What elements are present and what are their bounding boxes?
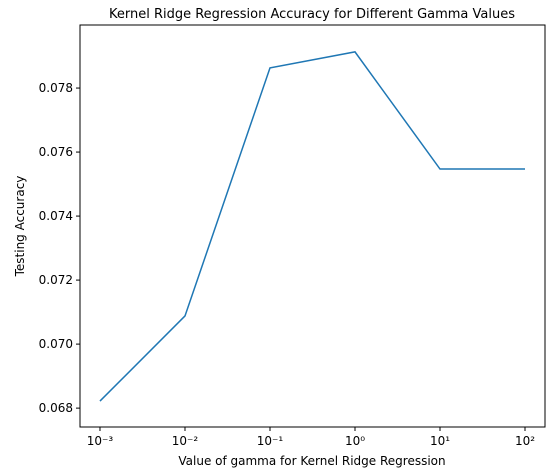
x-tick-label: 10⁰ [345,434,365,448]
y-tick-label: 0.074 [39,209,73,223]
y-tick-label: 0.072 [39,273,73,287]
x-tick-label: 10⁻¹ [257,434,284,448]
x-tick-label: 10¹ [430,434,450,448]
y-tick-label: 0.078 [39,81,73,95]
plot-frame [79,24,546,428]
x-tick-label: 10² [515,434,535,448]
x-tick-label: 10⁻² [172,434,199,448]
x-axis-label: Value of gamma for Kernel Ridge Regressi… [178,454,445,468]
y-tick-label: 0.070 [39,337,73,351]
y-tick-label: 0.076 [39,145,73,159]
chart-title: Kernel Ridge Regression Accuracy for Dif… [109,7,515,22]
y-tick-label: 0.068 [39,401,73,415]
y-axis-label: Testing Accuracy [13,176,27,278]
x-tick-label: 10⁻³ [87,434,114,448]
line [99,51,526,402]
